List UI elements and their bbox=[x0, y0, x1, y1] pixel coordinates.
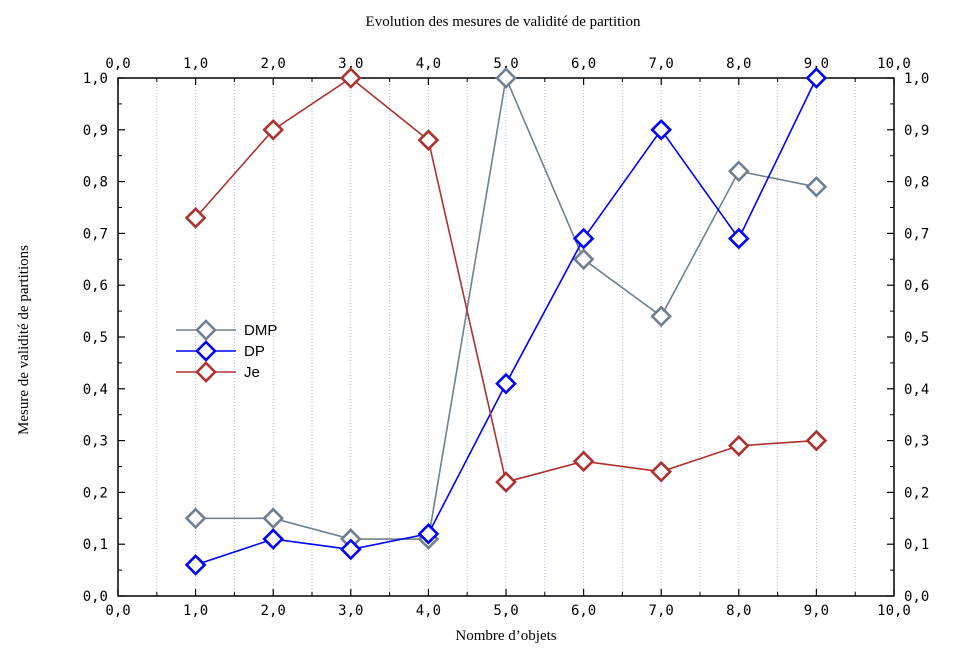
x-tick-label: 6,0 bbox=[571, 603, 596, 619]
x-tick-label: 0,0 bbox=[105, 56, 130, 72]
y-tick-label: 0,6 bbox=[83, 278, 108, 294]
y-tick-label: 0,0 bbox=[904, 589, 929, 605]
y-tick-label: 0,5 bbox=[904, 330, 929, 346]
x-tick-label: 10,0 bbox=[877, 56, 911, 72]
data-point bbox=[727, 434, 750, 457]
y-tick-label: 0,9 bbox=[904, 123, 929, 139]
y-tick-label: 0,1 bbox=[83, 537, 108, 553]
x-tick-label: 6,0 bbox=[571, 56, 596, 72]
legend-marker bbox=[195, 361, 217, 383]
series-je bbox=[184, 67, 828, 493]
legend-label: Je bbox=[244, 364, 260, 381]
x-tick-label: 7,0 bbox=[649, 603, 674, 619]
data-point bbox=[417, 129, 440, 151]
data-point bbox=[727, 227, 750, 250]
y-tick-label: 0,1 bbox=[904, 537, 929, 553]
data-point bbox=[572, 227, 595, 250]
data-point bbox=[339, 67, 362, 89]
y-tick-label: 0,6 bbox=[904, 278, 929, 294]
legend-marker bbox=[195, 340, 217, 362]
data-point bbox=[805, 175, 828, 198]
data-point bbox=[650, 460, 673, 483]
y-axis-label: Mesure de validité de partitions bbox=[16, 245, 32, 435]
y-tick-label: 0,4 bbox=[904, 382, 929, 398]
x-tick-label: 3,0 bbox=[338, 603, 363, 619]
data-point bbox=[650, 305, 673, 328]
y-tick-label: 0,4 bbox=[83, 382, 108, 398]
legend-item: DMP bbox=[176, 319, 277, 341]
x-tick-label: 5,0 bbox=[493, 56, 518, 72]
y-tick-label: 0,3 bbox=[904, 434, 929, 450]
x-tick-label: 4,0 bbox=[416, 603, 441, 619]
x-tick-labels-top: 0,0 1,0 2,0 3,0 4,0 5,0 6,0 7,0 8,0 9,0 10,0 bbox=[105, 56, 911, 72]
x-tick-label: 3,0 bbox=[338, 56, 363, 72]
legend-item: DP bbox=[176, 340, 265, 362]
data-point bbox=[572, 248, 595, 271]
data-point bbox=[495, 471, 517, 493]
y-tick-label: 0,2 bbox=[904, 485, 929, 501]
y-tick-label: 0,0 bbox=[83, 589, 108, 605]
legend-item: Je bbox=[176, 361, 260, 383]
data-point bbox=[805, 429, 828, 452]
data-point bbox=[727, 160, 750, 183]
data-point bbox=[184, 207, 207, 229]
y-tick-label: 0,5 bbox=[83, 330, 108, 346]
grid bbox=[156, 78, 856, 596]
x-tick-label: 9,0 bbox=[804, 603, 829, 619]
series-dp bbox=[184, 67, 828, 576]
legend-label: DP bbox=[244, 343, 265, 360]
y-tick-label: 0,7 bbox=[904, 226, 929, 242]
x-tick-label: 9,0 bbox=[804, 56, 829, 72]
y-tick-labels-left: 0,0 0,1 0,2 0,3 0,4 0,5 0,6 0,7 0,8 0,9 1,0 bbox=[83, 71, 108, 605]
x-tick-label: 0,0 bbox=[105, 603, 130, 619]
data-point bbox=[262, 507, 285, 530]
y-tick-label: 0,2 bbox=[83, 485, 108, 501]
x-axis-label: Nombre d’objets bbox=[455, 628, 556, 644]
y-tick-label: 0,8 bbox=[904, 175, 929, 191]
x-tick-label: 4,0 bbox=[416, 56, 441, 72]
data-point bbox=[262, 528, 285, 550]
x-tick-label: 5,0 bbox=[493, 603, 518, 619]
chart-title: Evolution des mesures de validité de par… bbox=[366, 14, 641, 30]
x-tick-labels-bottom: 0,0 1,0 2,0 3,0 4,0 5,0 6,0 7,0 8,0 9,0 10,0 bbox=[105, 603, 911, 619]
y-tick-labels-right: 0,0 0,1 0,2 0,3 0,4 0,5 0,6 0,7 0,8 0,9 1,0 bbox=[904, 71, 929, 605]
data-point bbox=[184, 554, 207, 576]
data-point bbox=[339, 538, 362, 561]
x-tick-label: 1,0 bbox=[183, 603, 208, 619]
data-point bbox=[650, 118, 673, 141]
legend: DMP DP Je bbox=[176, 319, 277, 383]
x-tick-label: 10,0 bbox=[877, 603, 911, 619]
y-tick-label: 1,0 bbox=[904, 71, 929, 87]
x-tick-label: 8,0 bbox=[726, 603, 751, 619]
data-point bbox=[495, 67, 517, 89]
y-tick-label: 0,3 bbox=[83, 434, 108, 450]
y-tick-label: 1,0 bbox=[83, 71, 108, 87]
x-tick-label: 1,0 bbox=[183, 56, 208, 72]
y-tick-label: 0,9 bbox=[83, 123, 108, 139]
x-tick-label: 2,0 bbox=[261, 56, 286, 72]
x-tick-label: 2,0 bbox=[261, 603, 286, 619]
data-point bbox=[495, 372, 517, 395]
data-point bbox=[184, 507, 207, 530]
x-tick-label: 7,0 bbox=[649, 56, 674, 72]
data-point bbox=[805, 67, 828, 89]
data-point bbox=[572, 450, 595, 473]
data-point bbox=[262, 118, 285, 141]
legend-label: DMP bbox=[244, 322, 277, 339]
legend-marker bbox=[195, 319, 217, 341]
y-tick-label: 0,7 bbox=[83, 226, 108, 242]
data-point bbox=[417, 523, 440, 545]
y-tick-label: 0,8 bbox=[83, 175, 108, 191]
series-layer bbox=[184, 67, 828, 576]
axis-ticks bbox=[117, 77, 895, 597]
x-tick-label: 8,0 bbox=[726, 56, 751, 72]
